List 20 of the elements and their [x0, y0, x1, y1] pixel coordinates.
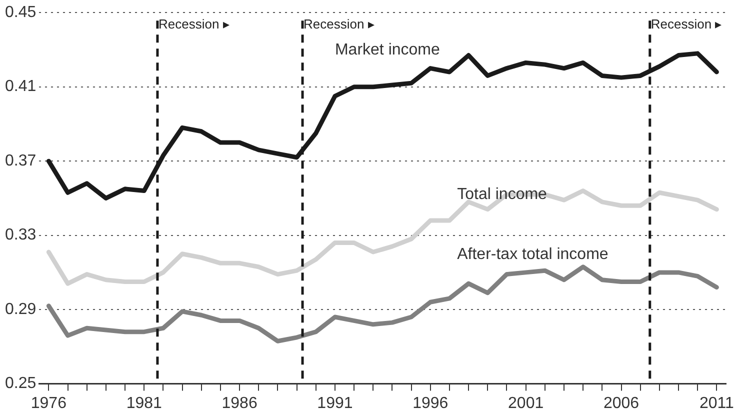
- y-tick-label: 0.29: [5, 300, 36, 318]
- y-tick-label: 0.33: [5, 226, 36, 244]
- x-tick-label: 2006: [603, 394, 640, 412]
- y-tick-label: 0.25: [5, 375, 36, 392]
- x-tick-label: 1996: [412, 394, 448, 412]
- ref-line-label: Recession ▸: [158, 16, 230, 32]
- x-tick-label: 1986: [222, 394, 258, 412]
- x-tick-label: 1976: [30, 394, 67, 412]
- series-label: After-tax total income: [457, 246, 608, 263]
- ref-line-label: Recession ▸: [650, 16, 722, 32]
- series-label: Total income: [457, 186, 548, 203]
- x-tick-label: 2001: [508, 394, 544, 412]
- y-tick-label: 0.37: [5, 152, 36, 170]
- y-tick-label: 0.41: [5, 78, 36, 96]
- x-tick-label: 1981: [126, 394, 162, 412]
- x-tick-label: 2011: [699, 394, 734, 412]
- ref-line-label: Recession ▸: [304, 16, 375, 32]
- x-tick-label: 1991: [317, 394, 353, 412]
- series-label: Market income: [334, 42, 440, 59]
- y-tick-label: 0.45: [5, 4, 36, 22]
